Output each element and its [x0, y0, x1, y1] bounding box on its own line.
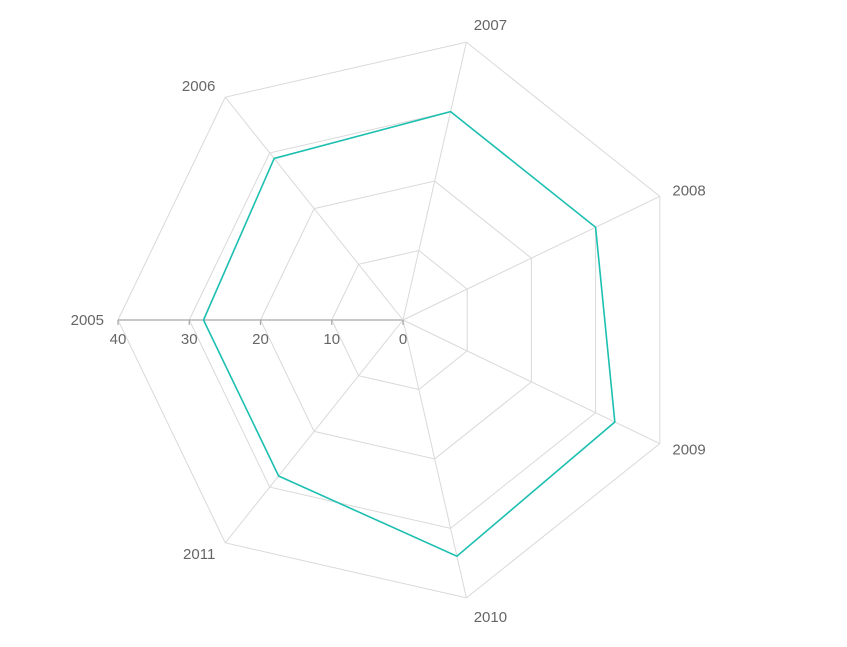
grid-ring-20	[259, 180, 532, 460]
category-label-2007: 2007	[474, 17, 507, 34]
radar-grid	[117, 41, 661, 599]
grid-ring-10	[331, 249, 468, 391]
category-label-2008: 2008	[672, 182, 705, 199]
grid-ring-30	[188, 111, 597, 529]
radial-axis: 0 10 20 30 40	[110, 320, 407, 348]
category-label-2010: 2010	[474, 609, 507, 626]
spoke-2006	[224, 96, 404, 321]
spoke-2008	[402, 195, 660, 321]
radial-tick-label: 10	[323, 331, 340, 348]
radial-tick-label: 40	[110, 331, 127, 348]
spoke-2010	[402, 319, 467, 598]
spoke-2007	[402, 42, 467, 321]
grid-ring-40	[117, 41, 661, 599]
radial-tick-label: 30	[181, 331, 198, 348]
series-layer	[202, 110, 616, 558]
category-label-2009: 2009	[672, 442, 705, 459]
radial-tick-label: 20	[252, 331, 269, 348]
spoke-2009	[402, 319, 660, 445]
category-label-2011: 2011	[183, 546, 215, 563]
series-line-0	[202, 110, 616, 558]
category-label-2005: 2005	[71, 312, 104, 329]
category-label-2006: 2006	[182, 78, 215, 95]
radial-tick-label: 0	[399, 331, 407, 348]
spoke-2011	[224, 319, 404, 544]
